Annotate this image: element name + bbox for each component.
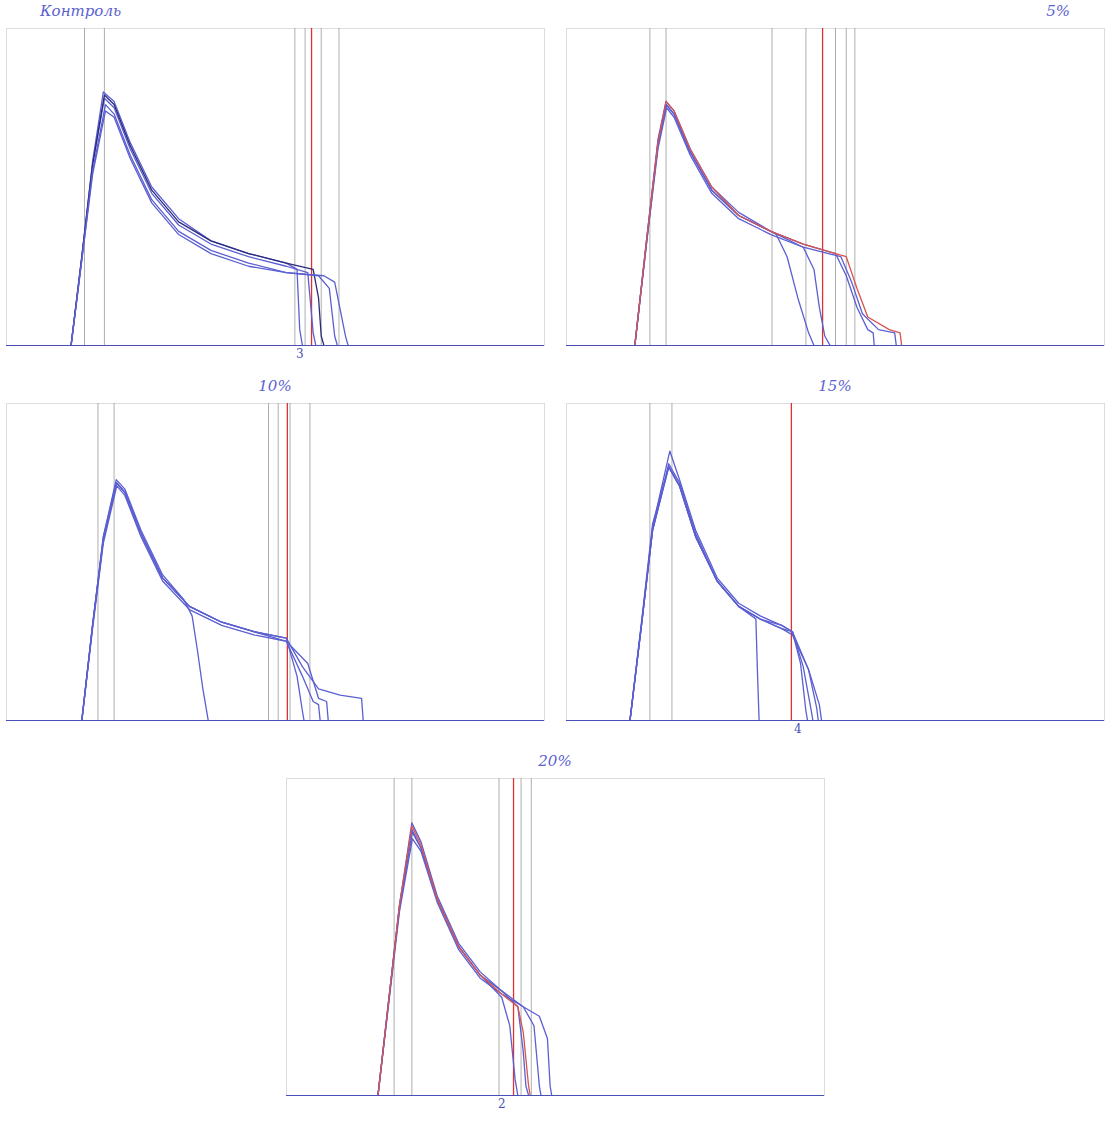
html-text:Контроль: Контроль xyxy=(40,2,122,20)
html-text:10%: 10% xyxy=(258,377,292,395)
svg-text:3: 3 xyxy=(296,347,304,361)
svg-text:2: 2 xyxy=(498,1097,506,1111)
html-text:15%: 15% xyxy=(818,377,852,395)
svg-text:4: 4 xyxy=(794,722,802,736)
html-text:20%: 20% xyxy=(538,752,572,770)
html-text:5%: 5% xyxy=(1046,2,1070,20)
